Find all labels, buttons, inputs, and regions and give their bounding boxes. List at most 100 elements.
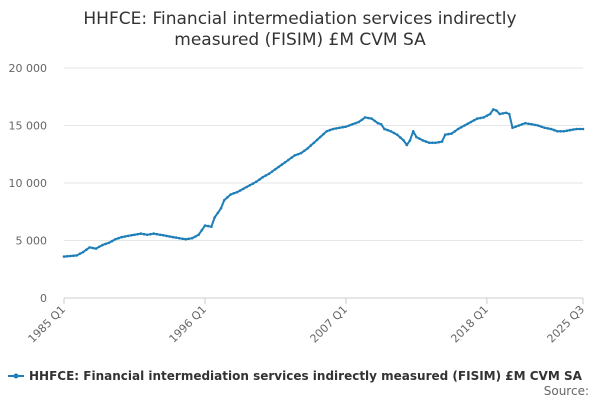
data-point[interactable] [162,234,165,237]
data-point[interactable] [338,126,341,130]
data-point[interactable] [72,254,75,257]
data-point[interactable] [466,122,470,126]
data-point[interactable] [575,127,578,131]
data-point[interactable] [415,135,418,139]
data-point[interactable] [152,232,155,235]
data-point[interactable] [158,233,162,237]
data-point[interactable] [517,124,521,127]
data-point[interactable] [559,130,562,133]
data-point[interactable] [81,250,85,254]
data-point[interactable] [405,143,409,147]
data-point[interactable] [495,109,498,112]
data-point[interactable] [437,140,441,144]
data-point[interactable] [347,124,351,127]
data-point[interactable] [360,118,364,122]
data-point[interactable] [540,125,543,128]
data-point[interactable] [536,124,540,127]
data-point[interactable] [460,125,463,129]
data-point[interactable] [572,128,575,131]
data-point[interactable] [335,127,338,130]
data-point[interactable] [194,235,197,238]
data-point[interactable] [376,121,380,125]
data-point[interactable] [97,245,101,249]
data-point[interactable] [216,211,220,215]
data-point[interactable] [238,189,242,192]
data-point[interactable] [556,130,559,133]
data-point[interactable] [488,112,492,116]
data-point[interactable] [373,119,377,123]
data-point[interactable] [197,233,200,237]
data-point[interactable] [270,170,274,173]
data-point[interactable] [91,246,95,250]
data-point[interactable] [261,176,264,179]
data-point[interactable] [447,132,450,136]
legend[interactable]: HHFCE: Financial intermediation services… [8,369,583,383]
data-point[interactable] [354,121,357,125]
data-point[interactable] [524,121,527,125]
data-point[interactable] [85,248,88,251]
data-point[interactable] [568,128,572,132]
data-point[interactable] [344,125,348,128]
data-point[interactable] [187,237,191,241]
data-point[interactable] [514,125,517,128]
data-point[interactable] [386,128,389,132]
data-point[interactable] [296,153,300,156]
data-point[interactable] [424,140,428,143]
data-point[interactable] [533,123,537,127]
data-point[interactable] [114,238,117,241]
data-point[interactable] [453,130,457,133]
data-point[interactable] [306,147,309,150]
data-point[interactable] [498,112,502,116]
data-point[interactable] [117,236,120,240]
data-point[interactable] [200,228,204,232]
data-point[interactable] [299,151,303,155]
data-point[interactable] [309,144,313,147]
data-point[interactable] [367,116,370,120]
data-point[interactable] [283,161,287,164]
data-point[interactable] [210,225,213,228]
data-point[interactable] [456,127,460,131]
data-point[interactable] [511,126,514,130]
data-point[interactable] [130,234,133,237]
data-point[interactable] [290,156,293,159]
data-point[interactable] [485,114,489,117]
data-point[interactable] [520,123,524,126]
data-point[interactable] [104,242,107,246]
data-point[interactable] [146,233,149,237]
data-point[interactable] [110,239,114,243]
data-point[interactable] [181,237,184,241]
data-point[interactable] [165,234,168,238]
data-point[interactable] [242,187,245,191]
data-point[interactable] [287,158,290,162]
data-point[interactable] [65,254,69,258]
data-point[interactable] [341,125,345,129]
data-point[interactable] [351,123,354,126]
data-point[interactable] [504,111,508,115]
data-point[interactable] [370,117,373,120]
data-point[interactable] [219,207,223,210]
data-point[interactable] [427,141,431,145]
data-point[interactable] [482,116,486,119]
data-point[interactable] [69,254,72,258]
data-point[interactable] [562,130,566,133]
data-point[interactable] [463,124,466,127]
data-point[interactable] [184,238,187,241]
data-point[interactable] [325,130,329,133]
data-point[interactable] [527,122,530,126]
data-point[interactable] [213,216,216,219]
data-point[interactable] [549,127,553,131]
data-point[interactable] [331,127,335,131]
data-point[interactable] [389,130,393,133]
data-point[interactable] [492,108,495,111]
data-point[interactable] [501,112,505,115]
data-point[interactable] [174,236,178,239]
data-point[interactable] [274,167,277,171]
data-point[interactable] [418,137,421,140]
data-point[interactable] [75,254,79,257]
data-point[interactable] [178,236,181,240]
data-point[interactable] [395,133,399,136]
data-point[interactable] [232,192,236,195]
data-point[interactable] [508,112,511,116]
data-point[interactable] [226,196,229,199]
data-point[interactable] [248,184,252,187]
